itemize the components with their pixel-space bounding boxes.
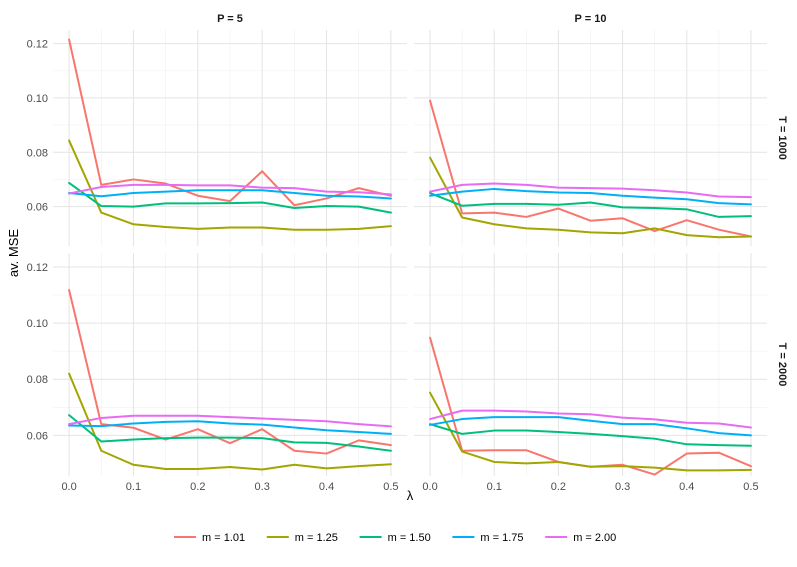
x-axis-title: λ xyxy=(407,488,414,503)
panel-p-5-t-2000-x-tick-label: 0.4 xyxy=(319,481,334,493)
facet-strip-t-2000: T = 2000 xyxy=(776,343,788,387)
panel-p-10-t-2000-series-m-1-50 xyxy=(429,423,752,447)
facet-strip-p-10: P = 10 xyxy=(575,13,607,25)
panel-p-5-t-2000-series-m-2-00 xyxy=(68,414,392,428)
legend-label-m-1-01: m = 1.01 xyxy=(202,532,245,544)
panel-p-5-t-2000-series-m-1-25 xyxy=(68,372,392,471)
panel-p-10-t-2000-x-tick-label: 0.1 xyxy=(487,481,502,493)
facet-strip-t-1000: T = 1000 xyxy=(776,116,788,160)
panel-p-5-t-2000-series-m-1-50 xyxy=(68,414,392,452)
panel-p-5-t-2000-y-tick-label: 0.08 xyxy=(27,374,48,386)
panel-p-10-t-1000-series-m-1-50 xyxy=(429,192,752,218)
panel-p-5-t-1000-y-tick-label: 0.10 xyxy=(27,93,48,105)
panel-p-5-t-2000-y-tick-label: 0.10 xyxy=(27,318,48,330)
panel-p-5-t-2000-x-tick-label: 0.0 xyxy=(61,481,76,493)
panel-p-10-t-1000-series-m-1-25 xyxy=(429,156,752,239)
panel-p-5-t-2000-x-tick-label: 0.3 xyxy=(255,481,270,493)
panel-p-5-t-2000-x-tick-label: 0.5 xyxy=(383,481,398,493)
panel-p-5-t-1000-series-m-1-50 xyxy=(68,181,392,214)
panel-p-5-t-1000-y-tick-label: 0.12 xyxy=(27,39,48,51)
panel-p-10-t-1000-series-m-2-00 xyxy=(429,182,752,199)
panel-p-5-t-1000-y-tick-label: 0.08 xyxy=(27,147,48,159)
legend-label-m-1-50: m = 1.50 xyxy=(388,532,431,544)
facet-strip-p-5: P = 5 xyxy=(217,13,243,25)
panel-p-5-t-2000-series-m-1-75 xyxy=(68,420,392,435)
panel-p-5-t-1000-series-m-2-00 xyxy=(68,183,392,196)
panel-p-5-t-2000-series-m-1-01 xyxy=(68,289,392,455)
panel-p-10-t-2000-x-tick-label: 0.4 xyxy=(679,481,694,493)
panel-p-5-t-1000-series-m-1-25 xyxy=(68,139,392,231)
panel-p-5-t-2000-y-tick-label: 0.06 xyxy=(27,430,48,442)
panel-p-5-t-1000-y-tick-label: 0.06 xyxy=(27,202,48,214)
legend-label-m-1-75: m = 1.75 xyxy=(480,532,523,544)
panel-p-10-t-2000-x-tick-label: 0.0 xyxy=(422,481,437,493)
y-axis-title: av. MSE xyxy=(6,229,21,277)
panel-p-10-t-1000-series-m-1-01 xyxy=(429,99,752,238)
panel-p-5-t-2000-x-tick-label: 0.1 xyxy=(126,481,141,493)
legend-label-m-1-25: m = 1.25 xyxy=(295,532,338,544)
panel-p-5-t-2000-y-tick-label: 0.12 xyxy=(27,262,48,274)
panel-p-10-t-1000-series-m-1-75 xyxy=(429,187,752,206)
panel-p-5-t-1000-series-m-1-75 xyxy=(68,189,392,200)
legend-label-m-2-00: m = 2.00 xyxy=(573,532,616,544)
panel-p-10-t-2000-series-m-2-00 xyxy=(429,409,752,429)
panel-p-10-t-2000-x-tick-label: 0.3 xyxy=(615,481,630,493)
panel-p-10-t-2000-x-tick-label: 0.5 xyxy=(743,481,758,493)
panel-p-10-t-2000-x-tick-label: 0.2 xyxy=(551,481,566,493)
panel-p-10-t-2000-series-m-1-75 xyxy=(429,416,752,437)
panel-p-10-t-2000-series-m-1-25 xyxy=(429,391,752,472)
panel-p-5-t-2000-x-tick-label: 0.2 xyxy=(190,481,205,493)
